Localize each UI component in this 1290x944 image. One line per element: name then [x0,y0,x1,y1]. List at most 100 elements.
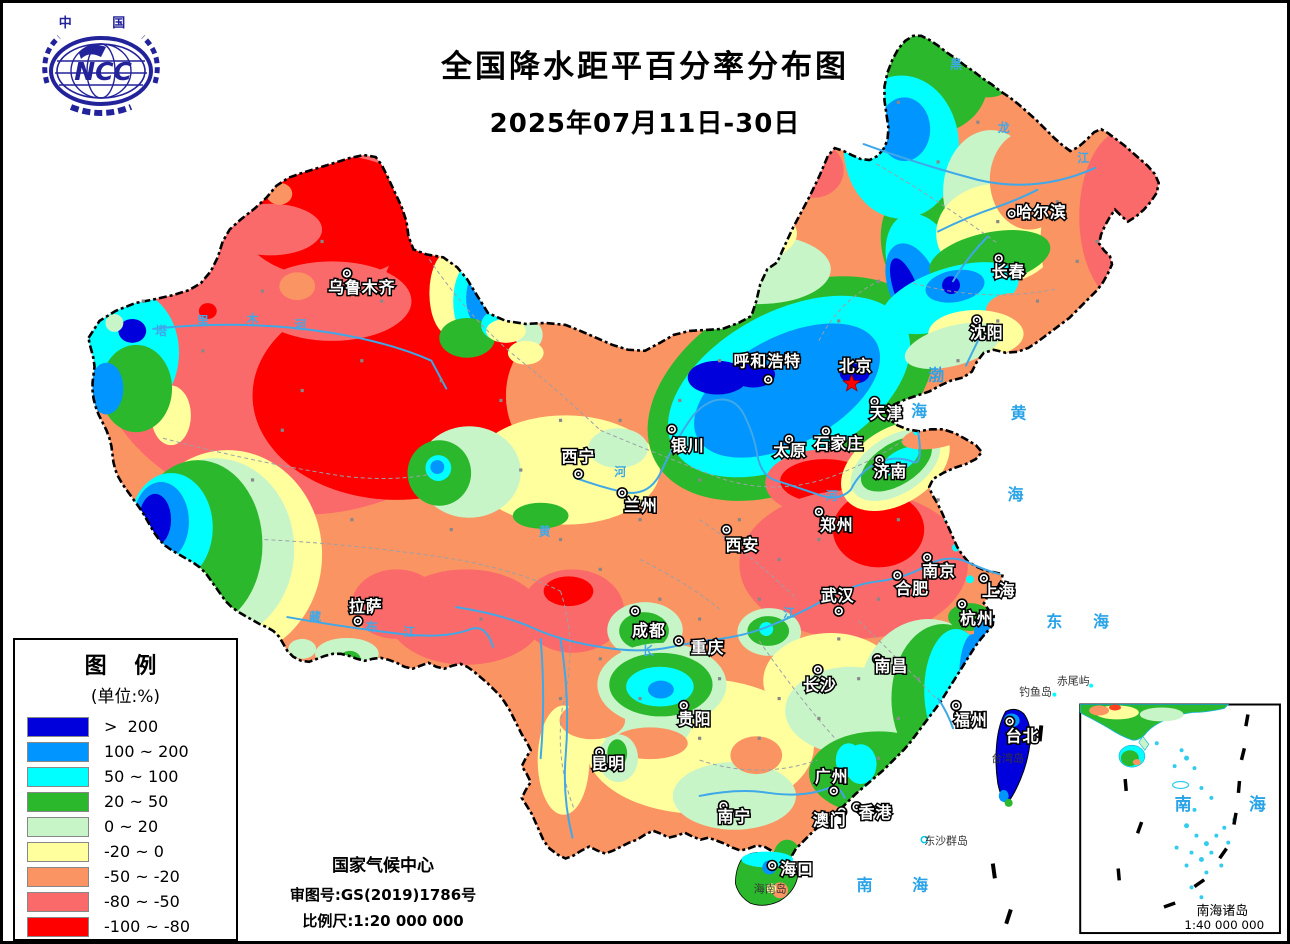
legend-swatch [27,741,89,762]
city-label: 上海 [982,581,1016,600]
legend-label: 0 ~ 20 [104,817,159,836]
city-marker-core [839,809,845,815]
river-label: 黄 [539,525,551,539]
city-marker [971,314,983,326]
legend-row: 50 ~ 100 [15,764,236,789]
legend-swatch [27,791,89,812]
sea-label: 海 [912,875,928,894]
town-dot [250,478,255,482]
city-label: 重庆 [691,638,725,657]
sea-label: 海 [911,401,927,420]
sea-label: 黄 [1011,403,1027,422]
legend-unit: (单位:%) [90,687,161,707]
city-label: 西安 [726,535,760,554]
sea-labels: 渤海 黄海东 海南海 [857,366,1109,895]
city-marker-core [723,527,729,533]
city-marker-core [924,554,930,560]
city-label: 香港 [859,803,893,822]
footer-scale: 比例尺:1:20 000 000 [302,912,464,930]
city-marker [921,551,933,564]
province-boundaries [162,163,1056,811]
city-marker-core [596,749,602,755]
city-marker [820,425,832,438]
town-dot [638,696,642,701]
town-dot [757,736,761,740]
city-label: 合肥 [895,579,929,598]
city-marker-core [765,377,771,383]
city-marker-core [981,575,987,581]
diaoyu-islet-dot [1052,692,1057,697]
legend-box: 图 例 (单位:%) > 200 100 ~ 200 50 ~ 100 20 ~ 50… [13,638,238,941]
city-marker-core [344,270,350,276]
south-china-sea-inset: 南 海 南海诸岛 1:40 000 000 [1079,703,1281,935]
dongsha-islet-ring [920,835,928,844]
city-marker-core [974,317,980,323]
city-marker [766,859,778,872]
town-dot [777,696,781,701]
island-label: 台湾岛 [991,751,1024,765]
legend-row: > 200 [15,714,236,739]
sea-label: 渤 [928,366,944,385]
river-label: 长 [642,644,655,658]
city-label: 济南 [874,462,908,481]
city-marker [978,572,990,585]
legend-swatch [27,891,89,912]
town-dot [499,398,503,403]
footer-approval-no: 审图号:GS(2019)1786号 [289,886,477,904]
town-dot [837,319,841,323]
town-dot [201,349,205,353]
town-dot [837,776,841,780]
town-dot [558,537,563,542]
city-marker-core [355,618,361,624]
river-label: 河 [826,489,838,503]
legend-row: -20 ~ 0 [15,839,236,864]
legend-label: 20 ~ 50 [104,792,169,811]
river-label: 河 [614,465,626,479]
town-dot [698,736,702,740]
town-dot [320,239,324,244]
legend-row: 0 ~ 20 [15,814,236,839]
city-marker-core [815,667,821,673]
city-label: 南京 [922,561,956,580]
logo-landmass [79,45,106,59]
city-marker-core [1009,211,1015,217]
city-marker-core [831,788,837,794]
legend-swatch [27,916,89,937]
river-label: 布 [365,620,378,634]
city-label: 乌鲁木齐 [328,278,395,297]
town-dot [300,388,304,393]
city-marker-core [676,638,682,644]
town-dot [141,299,145,303]
map-date-range: 2025年07月11日-30日 [489,109,801,139]
city-label: 太原 [773,441,807,460]
city-marker [593,746,606,758]
legend-swatch [27,841,89,862]
town-dot [936,498,940,502]
town-dot [817,716,821,721]
town-dot [449,528,453,532]
dash-line-segments [990,725,1044,925]
city-label: 澳门 [813,811,847,830]
town-dot [1055,200,1059,204]
city-marker [832,605,845,617]
city-label: 南宁 [718,807,752,826]
city-label: 西宁 [562,447,596,466]
legend-label: -20 ~ 0 [104,842,164,861]
city-marker-core [575,471,581,477]
legend-row: 100 ~ 200 [15,739,236,764]
sea-label: 南 [857,875,873,894]
city-marker [828,785,840,797]
river-label: 河 [294,318,306,332]
city-marker [341,267,353,280]
river-label: 龙 [997,121,1010,135]
town-dot [817,537,821,542]
river-label: 江 [1077,151,1089,165]
legend-rows: > 200 100 ~ 200 50 ~ 100 20 ~ 50 0 ~ 20 -20 ~… [15,714,236,939]
town-dot [519,468,523,472]
inset-caption-scale: 1:40 000 000 [1184,918,1264,932]
city-marker [992,252,1005,265]
town-dot [558,418,563,422]
city-marker-core [877,457,882,463]
